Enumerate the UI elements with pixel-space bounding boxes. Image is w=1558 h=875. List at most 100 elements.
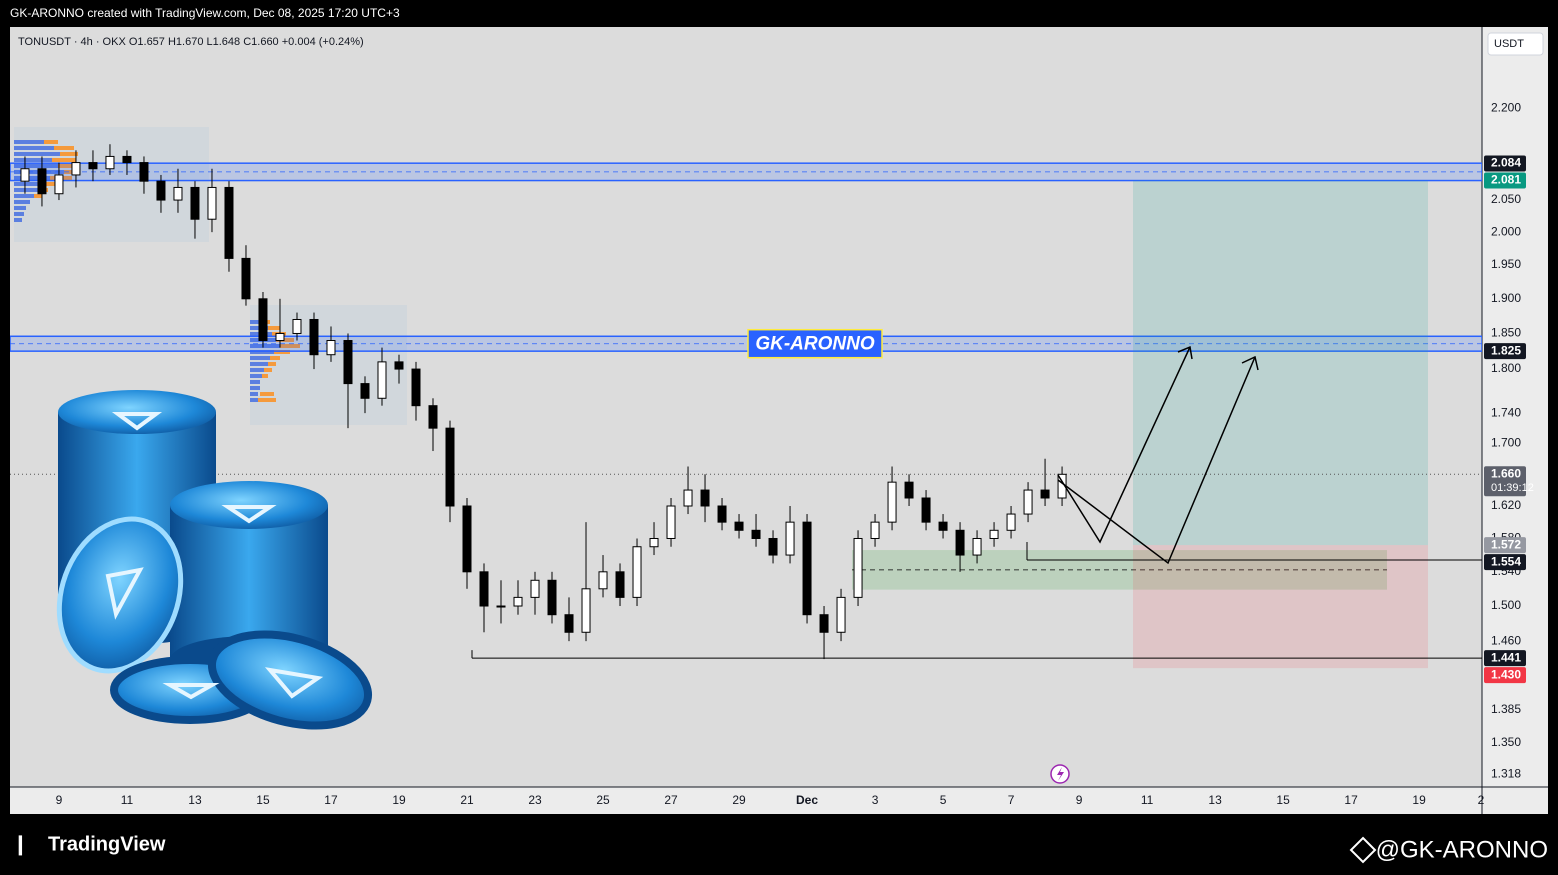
countdown: 01:39:12 xyxy=(1491,482,1534,494)
x-tick-label: 2 xyxy=(1478,793,1485,807)
candle-body xyxy=(292,318,302,334)
candle-body xyxy=(598,571,608,590)
x-tick-label: 15 xyxy=(1276,793,1290,807)
x-tick-label: 23 xyxy=(528,793,542,807)
price-badge xyxy=(1484,650,1526,667)
candle-body xyxy=(887,481,897,523)
candle-body xyxy=(224,186,234,259)
candle-body xyxy=(972,537,982,556)
price-badge xyxy=(1484,667,1526,684)
x-tick-label: 19 xyxy=(392,793,406,807)
y-tick-label: 1.700 xyxy=(1491,436,1521,450)
candle-body xyxy=(411,368,421,407)
candle-body xyxy=(734,521,744,531)
candle-body xyxy=(547,579,557,616)
coin xyxy=(56,516,184,674)
y-tick-label: 1.460 xyxy=(1491,633,1521,647)
y-tick-label: 1.740 xyxy=(1491,405,1521,419)
candle-body xyxy=(105,155,115,170)
candle-body xyxy=(122,155,132,164)
currency-box[interactable] xyxy=(1487,32,1544,56)
x-tick-label: 17 xyxy=(1344,793,1358,807)
y-tick-label: 1.850 xyxy=(1491,326,1521,340)
ton-logos xyxy=(105,412,324,700)
price-badge xyxy=(1484,172,1526,189)
candle-body xyxy=(275,332,285,342)
price-badge-label: 1.825 xyxy=(1491,343,1521,357)
candle-body xyxy=(139,162,149,182)
x-tick-label: 15 xyxy=(256,793,270,807)
price-badge xyxy=(1484,343,1526,360)
y-tick-label: 1.800 xyxy=(1491,361,1521,375)
candle-body xyxy=(768,537,778,556)
candle-body xyxy=(71,162,81,176)
candle-body xyxy=(785,521,795,556)
price-badge-label: 1.554 xyxy=(1491,554,1521,568)
candle-body xyxy=(20,168,30,182)
footer: ❙ TradingView @GK-ARONNO xyxy=(12,833,1548,864)
candle-body xyxy=(54,174,64,195)
y-tick-label: 1.950 xyxy=(1491,257,1521,271)
x-tick-label: 29 xyxy=(732,793,746,807)
price-badge xyxy=(1484,155,1526,172)
candle-body xyxy=(802,521,812,616)
logo: TradingView xyxy=(48,833,166,855)
candle-body xyxy=(870,521,880,539)
price-badge xyxy=(1484,554,1526,571)
y-tick-label: 1.385 xyxy=(1491,702,1521,716)
candle-body xyxy=(428,405,438,429)
candle-body xyxy=(377,361,387,399)
coin-illustration xyxy=(56,390,373,730)
candle-body xyxy=(37,168,47,195)
x-tick-label: 17 xyxy=(324,793,338,807)
candle-body xyxy=(207,186,217,220)
handle: @GK-ARONNO xyxy=(1376,836,1548,863)
x-tick-label: 11 xyxy=(121,793,134,807)
price-badge-label: 1.430 xyxy=(1491,667,1521,681)
candle-body xyxy=(564,614,574,633)
x-tick-label: 9 xyxy=(56,793,63,807)
coin xyxy=(207,630,373,730)
x-tick-label: 19 xyxy=(1412,793,1426,807)
price-badge-label: 1.660 xyxy=(1491,466,1521,480)
candle-body xyxy=(156,180,166,201)
candle-body xyxy=(343,340,353,385)
candle-body xyxy=(173,186,183,201)
candle-body xyxy=(513,596,523,607)
x-tick-label: 21 xyxy=(460,793,474,807)
candle-body xyxy=(921,497,931,523)
candle-body xyxy=(1006,513,1016,531)
x-tick-label: 25 xyxy=(596,793,610,807)
candle-body xyxy=(1023,489,1033,515)
candle-body xyxy=(632,546,642,598)
price-badge-label: 1.441 xyxy=(1491,650,1521,664)
x-tick-label: 5 xyxy=(940,793,947,807)
x-tick-label: 13 xyxy=(188,793,202,807)
candle-body xyxy=(88,162,98,170)
candle-body xyxy=(309,318,319,356)
candle-body xyxy=(904,481,914,499)
candle-body xyxy=(649,537,659,548)
target-area xyxy=(1133,180,1428,546)
zone xyxy=(10,162,1482,182)
x-tick-label: Dec xyxy=(796,793,818,807)
candle-body xyxy=(819,614,829,633)
price-badge xyxy=(1484,537,1526,554)
attribution: GK-ARONNO created with TradingView.com, … xyxy=(10,6,400,20)
candle-body xyxy=(326,340,336,356)
x-tick-label: 27 xyxy=(664,793,678,807)
candle-body xyxy=(700,489,710,507)
price-badge xyxy=(1484,466,1526,497)
price-badge-label: 1.572 xyxy=(1491,537,1521,551)
zone xyxy=(10,335,1482,352)
x-tick-label: 13 xyxy=(1208,793,1222,807)
logo-mark: ❙ xyxy=(12,833,29,855)
candle-body xyxy=(836,596,846,633)
candle-body xyxy=(496,605,506,608)
y-tick-label: 2.200 xyxy=(1491,100,1521,114)
candle-body xyxy=(615,571,625,598)
x-tick-label: 9 xyxy=(1076,793,1083,807)
plot xyxy=(10,144,1482,669)
candle-body xyxy=(853,537,863,598)
